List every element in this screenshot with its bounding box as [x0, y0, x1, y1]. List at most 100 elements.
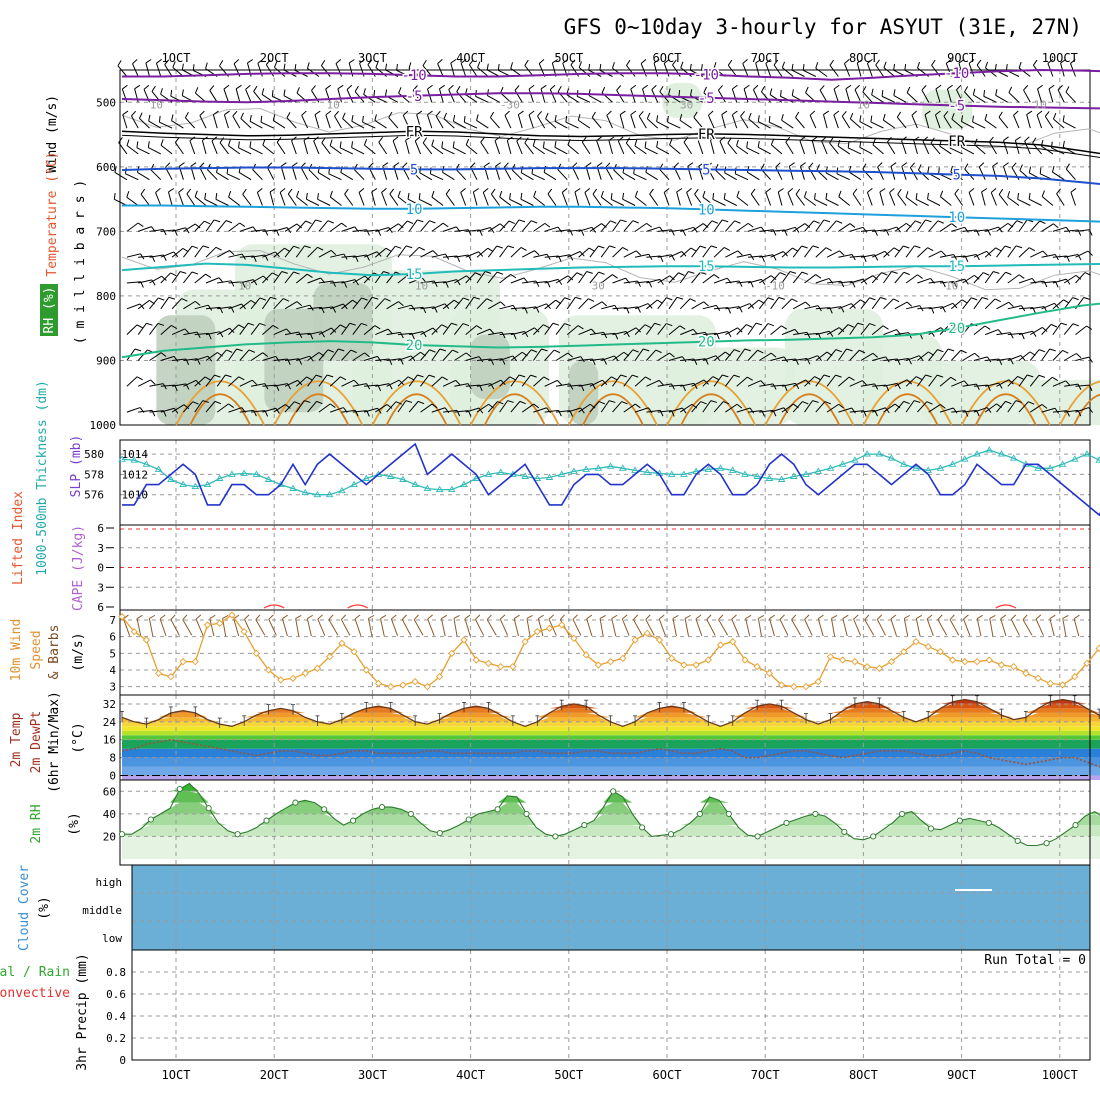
thickness-point [399, 475, 407, 482]
wind-barb [803, 191, 817, 206]
isotherm-label: -5 [948, 99, 965, 115]
y-tick-label: 60 [103, 785, 116, 798]
wind-barb [171, 328, 190, 336]
wind-barb [842, 614, 849, 637]
wind-barb [709, 136, 717, 155]
wind-barb [667, 115, 681, 129]
wind-barb [317, 614, 326, 636]
wind-barb [934, 110, 941, 129]
thickness-point [496, 468, 505, 475]
wind-barb [354, 614, 362, 637]
wind-barb [408, 400, 425, 413]
wind-barb [137, 379, 156, 387]
wind-barb [374, 114, 387, 129]
wind-barb [668, 407, 687, 414]
wind-speed-point [631, 636, 639, 644]
wind-barb [736, 190, 749, 206]
wind-speed-point [179, 658, 187, 666]
wind-barb [1007, 332, 1025, 340]
wind-barb [702, 400, 718, 413]
wind-barb [777, 188, 784, 206]
thickness-point [887, 454, 896, 461]
temp-band [121, 748, 1100, 758]
wind-speed-point [716, 641, 725, 649]
wind-barb [984, 271, 1000, 284]
wind-barb [634, 190, 647, 206]
wind-barb [817, 614, 824, 637]
temp-bands [121, 726, 1100, 780]
wind-barb [250, 297, 267, 310]
wind-barb [389, 188, 399, 206]
wind-barb [950, 299, 968, 310]
wind-barb [589, 401, 606, 413]
wind-barb [1075, 356, 1093, 363]
wind-speed-point [264, 666, 273, 674]
wind-barb [890, 614, 897, 637]
wind-barb [499, 355, 518, 362]
wind-speed-point [118, 613, 126, 621]
wind-barb [284, 271, 300, 284]
wind-barb [802, 64, 817, 77]
isotherm-line [122, 68, 1100, 81]
wind-barb [939, 348, 955, 361]
rh-point [725, 810, 732, 817]
wind-barb [792, 271, 809, 284]
slp-bg [120, 440, 1090, 525]
wind-barb [122, 110, 129, 129]
wind-barb [476, 227, 495, 234]
wind-barb [578, 226, 597, 233]
wind-speed-point [228, 611, 236, 619]
wind-barb [871, 272, 888, 284]
wind-barb [249, 141, 263, 155]
wind-barb [371, 188, 378, 206]
thickness-point [777, 475, 786, 482]
wind-speed-point [423, 683, 432, 691]
wind-barb [915, 614, 923, 637]
thickness-point [521, 472, 529, 479]
wind-barb [600, 220, 617, 232]
wind-speed-point [374, 679, 383, 687]
thickness-point [191, 482, 200, 490]
wind-barb [770, 407, 789, 414]
wind-barb [1056, 188, 1065, 206]
y-tick-label: 900 [96, 354, 116, 367]
wind-barb [242, 188, 252, 206]
wind-speed-point [362, 666, 370, 674]
wind-barb [117, 60, 128, 77]
bottom-date-axis: 1OCT 2OCT 3OCT 4OCT 5OCT 6OCT 7OCT 8OCT 9OCT 10OC… [162, 1068, 1078, 1082]
wind-barb [554, 115, 568, 129]
wind-barb [170, 614, 180, 636]
wind-barb [621, 614, 630, 636]
wind-barb [420, 250, 438, 258]
wind-barb [307, 400, 323, 413]
wind-barb [204, 192, 218, 206]
wind-barb [183, 300, 201, 310]
wind-barb [917, 247, 934, 258]
y-tick-label: 7 [109, 614, 116, 627]
wind-barb [183, 271, 199, 284]
wind-barb [746, 141, 760, 155]
thickness-point [826, 464, 835, 471]
wind-barb [973, 272, 990, 284]
wind-barb [1062, 615, 1069, 637]
wind-barb [307, 246, 324, 258]
wind-speed-point [753, 663, 761, 671]
wind-barb [346, 84, 354, 103]
wind-barb [126, 376, 143, 387]
wind-barb [262, 138, 275, 155]
wind-barb [555, 275, 574, 284]
wind-barb [883, 271, 898, 284]
thickness-point [386, 472, 395, 479]
wind-barb [295, 220, 312, 232]
wind-barb [917, 401, 933, 413]
cloud-level-label: middle [82, 904, 122, 917]
wind-barb [903, 614, 911, 637]
wind-barb [962, 297, 978, 310]
wind-barb [313, 136, 320, 155]
wind-barb [906, 86, 918, 103]
wind-barb [769, 614, 776, 637]
wind-barb [408, 219, 424, 232]
wind-barb [860, 352, 879, 361]
wind-barb [533, 407, 551, 414]
ylabel-2m-temp: 2m Temp [9, 712, 24, 767]
